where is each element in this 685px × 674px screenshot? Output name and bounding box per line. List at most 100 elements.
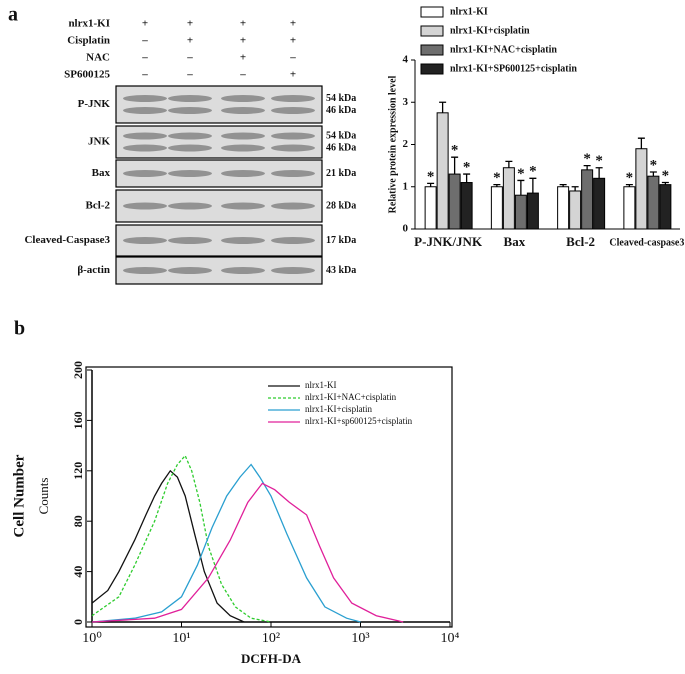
y-tick-label: 160 (71, 411, 85, 429)
band (271, 132, 315, 140)
error-bar (583, 164, 591, 170)
condition-sign: + (187, 35, 193, 47)
band (123, 170, 167, 177)
band-label: Bcl-2 (86, 200, 111, 212)
error-bar (505, 160, 513, 168)
y-tick-label: 3 (403, 96, 409, 108)
y-axis-title: Relative protein expression level (387, 75, 398, 213)
y-tick-label: 4 (403, 54, 409, 66)
condition-sign: – (186, 52, 193, 64)
band-label: JNK (88, 136, 110, 148)
band-label: P-JNK (78, 98, 111, 110)
condition-label: Cisplatin (67, 35, 110, 47)
legend-label: nlrx1-KI (450, 6, 488, 17)
band (271, 237, 315, 244)
legend-label: nlrx1-KI+sp600125+cisplatin (305, 416, 413, 426)
bar (424, 186, 437, 230)
band (221, 267, 265, 274)
bar (647, 175, 660, 230)
band (271, 144, 315, 152)
band (221, 132, 265, 140)
band (271, 95, 315, 102)
band (168, 267, 212, 274)
bar (514, 194, 527, 230)
band-size: 21 kDa (326, 168, 356, 179)
x-tick-label: P-JNK/JNK (414, 234, 483, 249)
bar (526, 192, 539, 230)
legend-label: nlrx1-KI+NAC+cisplatin (450, 44, 557, 55)
bar (490, 186, 503, 230)
band (168, 170, 212, 177)
condition-sign: + (240, 35, 246, 47)
condition-sign: – (239, 69, 246, 81)
band-size: 46 kDa (326, 142, 356, 153)
bar (502, 167, 515, 230)
error-bar (595, 167, 603, 179)
significance: * (493, 170, 501, 186)
band (123, 107, 167, 114)
band-size: 17 kDa (326, 235, 356, 246)
band (168, 95, 212, 102)
legend-label: nlrx1-KI+SP600125+cisplatin (450, 63, 577, 74)
band-label: Bax (92, 167, 111, 179)
legend-swatch (420, 44, 444, 56)
band (168, 107, 212, 114)
significance: * (517, 166, 525, 182)
significance: * (650, 157, 658, 173)
band (123, 132, 167, 140)
condition-sign: – (141, 52, 148, 64)
bar (569, 190, 582, 230)
error-bar (463, 173, 471, 183)
band (123, 144, 167, 152)
band-size: 46 kDa (326, 105, 356, 116)
significance: * (427, 169, 435, 185)
bar (659, 184, 672, 230)
band (221, 107, 265, 114)
condition-sign: – (141, 35, 148, 47)
band (271, 170, 315, 177)
bar (593, 177, 606, 230)
band (271, 202, 315, 210)
x-tick-label: Bax (504, 234, 526, 249)
plot-frame (85, 366, 453, 628)
band (168, 202, 212, 210)
bar (581, 169, 594, 230)
band (221, 170, 265, 177)
legend-swatch (420, 6, 444, 18)
histogram-line (91, 482, 404, 623)
bar (448, 173, 461, 230)
condition-label: SP600125 (64, 69, 110, 81)
condition-sign: + (290, 69, 296, 81)
x-tick-label: 10⁰ (82, 631, 102, 646)
condition-sign: + (240, 18, 246, 30)
x-axis-title: DCFH-DA (241, 651, 302, 666)
condition-label: nlrx1-KI (68, 18, 110, 30)
y-tick-label: 120 (71, 462, 85, 480)
histogram-line (91, 469, 245, 623)
condition-label: NAC (86, 52, 110, 64)
condition-sign: – (141, 69, 148, 81)
significance: * (583, 151, 591, 167)
condition-sign: + (142, 18, 148, 30)
y-tick-label: 1 (403, 180, 409, 192)
panel-label: a (8, 4, 18, 26)
x-tick-label: Bcl-2 (566, 234, 595, 249)
band-size: 43 kDa (326, 265, 356, 276)
significance: * (463, 160, 471, 176)
error-bar (571, 186, 579, 191)
significance: * (662, 168, 670, 184)
bar (557, 186, 570, 230)
y-tick-label: 2 (403, 138, 409, 150)
band (123, 95, 167, 102)
error-bar (439, 101, 447, 113)
panel-label: b (14, 318, 25, 340)
bar (635, 148, 648, 230)
significance: * (529, 164, 537, 180)
y-tick-label: 200 (71, 361, 85, 379)
significance: * (626, 170, 634, 186)
histogram-line (91, 463, 361, 623)
band (123, 202, 167, 210)
band (123, 237, 167, 244)
condition-sign: – (186, 69, 193, 81)
